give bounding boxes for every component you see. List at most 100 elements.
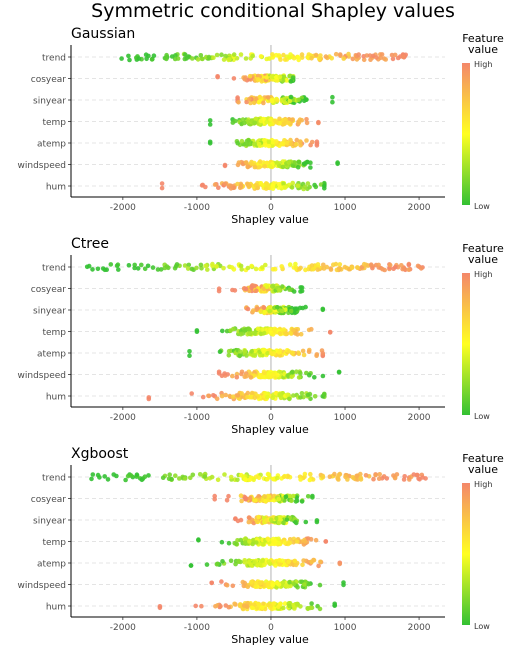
y-tick-label: cosyear (31, 495, 67, 505)
point (281, 141, 286, 147)
point (249, 390, 255, 396)
point (143, 52, 149, 57)
points-trend (119, 51, 409, 63)
point (336, 472, 342, 477)
x-tick-label: -1000 (184, 623, 210, 633)
point (265, 582, 271, 587)
point (239, 391, 244, 396)
point (304, 117, 309, 122)
point (256, 99, 262, 105)
y-tick-label: hum (46, 183, 66, 193)
point (400, 266, 405, 272)
point (164, 56, 169, 62)
point (105, 477, 111, 482)
point (298, 265, 303, 271)
point (282, 185, 288, 190)
point (270, 140, 276, 145)
point (296, 97, 301, 103)
point (221, 57, 227, 62)
point (287, 396, 292, 402)
point (293, 261, 298, 267)
point (102, 267, 108, 273)
point (224, 498, 230, 503)
point (150, 265, 156, 270)
point (307, 372, 312, 378)
point (295, 54, 301, 60)
point (298, 604, 303, 609)
point (291, 581, 297, 587)
point (287, 98, 293, 104)
point (307, 477, 313, 483)
point (243, 75, 248, 80)
point (310, 495, 315, 500)
point (262, 138, 267, 143)
point (309, 56, 314, 61)
point (368, 57, 373, 62)
point (253, 288, 259, 294)
points-hum (146, 390, 327, 402)
point (167, 472, 172, 478)
point (309, 263, 315, 268)
point (271, 601, 277, 606)
point (218, 603, 223, 609)
point (177, 476, 182, 481)
point (229, 265, 235, 270)
point (292, 606, 297, 611)
point (406, 262, 412, 268)
point (356, 52, 362, 57)
point (298, 142, 303, 148)
point (253, 580, 259, 586)
point (258, 118, 264, 124)
point (259, 605, 265, 610)
point (149, 57, 155, 62)
point (332, 471, 337, 477)
point (265, 471, 271, 477)
point (290, 493, 296, 499)
point (247, 477, 253, 483)
points-temp (194, 326, 333, 337)
point (298, 395, 303, 400)
point (336, 477, 341, 482)
point (288, 79, 294, 84)
x-tick-label: 2000 (408, 623, 431, 633)
point (387, 262, 393, 268)
point (323, 54, 329, 59)
point (270, 143, 275, 148)
point (244, 353, 249, 358)
point (292, 558, 298, 564)
point (305, 181, 311, 186)
point (252, 395, 258, 401)
point (252, 164, 258, 170)
point (268, 117, 273, 122)
point (238, 52, 244, 57)
point (283, 117, 288, 123)
point (187, 349, 192, 354)
y-tick-label: hum (46, 603, 66, 613)
point (266, 559, 272, 564)
point (260, 559, 265, 564)
point (301, 161, 307, 167)
point (235, 477, 240, 483)
point (202, 474, 208, 479)
point (399, 263, 404, 268)
point (243, 286, 249, 292)
colorbar-title-line2: value (468, 43, 498, 56)
panel-ctree: Ctree trend cosyear sinyear temp atemp windspe… (18, 236, 504, 436)
point (189, 266, 195, 272)
point (267, 164, 273, 169)
point (214, 52, 220, 58)
point (298, 477, 303, 482)
point (286, 559, 291, 565)
x-axis-label: Shapley value (231, 423, 309, 436)
y-tick-label: trend (42, 264, 66, 274)
point (211, 55, 216, 60)
point (244, 99, 249, 105)
point (230, 394, 236, 400)
point (276, 520, 282, 526)
point (257, 353, 263, 358)
point (235, 162, 241, 168)
point (173, 263, 179, 269)
point (338, 53, 343, 58)
point (327, 474, 333, 480)
